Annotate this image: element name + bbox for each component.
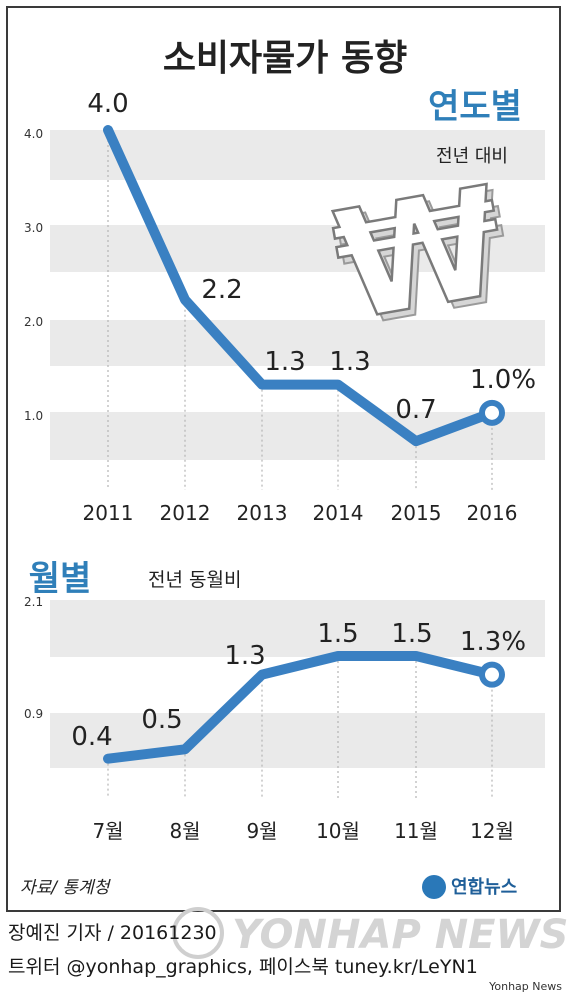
end-point-marker bbox=[479, 399, 505, 426]
section-subtitle: 전년 동월비 bbox=[148, 569, 241, 591]
grid-band bbox=[50, 130, 545, 180]
y-tick-label: 4.0 bbox=[24, 127, 43, 141]
x-tick-label: 2012 bbox=[160, 501, 211, 525]
grid-band bbox=[50, 225, 545, 272]
credit: Yonhap News bbox=[489, 980, 562, 993]
x-tick-label: 10월 bbox=[316, 819, 360, 843]
data-label: 1.3 bbox=[224, 641, 265, 671]
y-tick-label: 2.1 bbox=[24, 595, 43, 609]
end-point-marker bbox=[479, 661, 505, 688]
svg-text:₩: ₩ bbox=[323, 155, 516, 355]
byline: 장예진 기자 / 20161230 bbox=[8, 922, 217, 944]
section-title: 연도별 bbox=[428, 87, 522, 127]
x-tick-label: 2015 bbox=[391, 501, 442, 525]
grid-band bbox=[50, 320, 545, 366]
data-label: 2.2 bbox=[201, 275, 242, 305]
svg-text:₩: ₩ bbox=[329, 161, 522, 361]
social-info: 트위터 @yonhap_graphics, 페이스북 tuney.kr/LeYN… bbox=[8, 956, 478, 978]
data-label: 1.3 bbox=[329, 347, 370, 377]
data-label: 4.0 bbox=[87, 89, 128, 119]
data-label: 1.5 bbox=[391, 619, 432, 649]
chart-title: 소비자물가 동향 bbox=[163, 38, 407, 79]
series-line bbox=[103, 125, 497, 447]
x-tick-label: 2011 bbox=[83, 501, 134, 525]
x-tick-label: 2013 bbox=[237, 501, 288, 525]
section-title: 월별 bbox=[29, 559, 92, 599]
y-tick-label: 1.0 bbox=[24, 409, 43, 423]
x-tick-label: 2014 bbox=[313, 501, 364, 525]
x-tick-label: 12월 bbox=[470, 819, 514, 843]
data-label: 1.3% bbox=[460, 627, 526, 657]
data-label: 0.4 bbox=[71, 722, 112, 752]
won-sign-icon: ₩₩ bbox=[322, 154, 523, 362]
x-tick-label: 9월 bbox=[246, 819, 277, 843]
data-label: 0.7 bbox=[395, 395, 436, 425]
brand-logo-icon bbox=[422, 875, 446, 899]
data-label: 0.5 bbox=[141, 705, 182, 735]
data-label: 1.0% bbox=[470, 365, 536, 395]
data-label: 1.5 bbox=[317, 619, 358, 649]
brand-name: 연합뉴스 bbox=[451, 876, 517, 898]
series-line bbox=[103, 651, 497, 764]
data-label: 1.3 bbox=[264, 347, 305, 377]
source-note: 자료/ 통계청 bbox=[20, 878, 112, 898]
y-tick-label: 3.0 bbox=[24, 221, 43, 235]
x-tick-label: 8월 bbox=[169, 819, 200, 843]
y-tick-label: 0.9 bbox=[24, 707, 43, 721]
y-tick-label: 2.0 bbox=[24, 315, 43, 329]
x-tick-label: 2016 bbox=[467, 501, 518, 525]
x-tick-label: 11월 bbox=[394, 819, 438, 843]
x-tick-label: 7월 bbox=[92, 819, 123, 843]
watermark: YONHAP NEWS bbox=[172, 907, 568, 959]
watermark-text: YONHAP NEWS bbox=[232, 912, 568, 958]
grid-band bbox=[50, 600, 545, 657]
section-subtitle: 전년 대비 bbox=[436, 146, 508, 167]
